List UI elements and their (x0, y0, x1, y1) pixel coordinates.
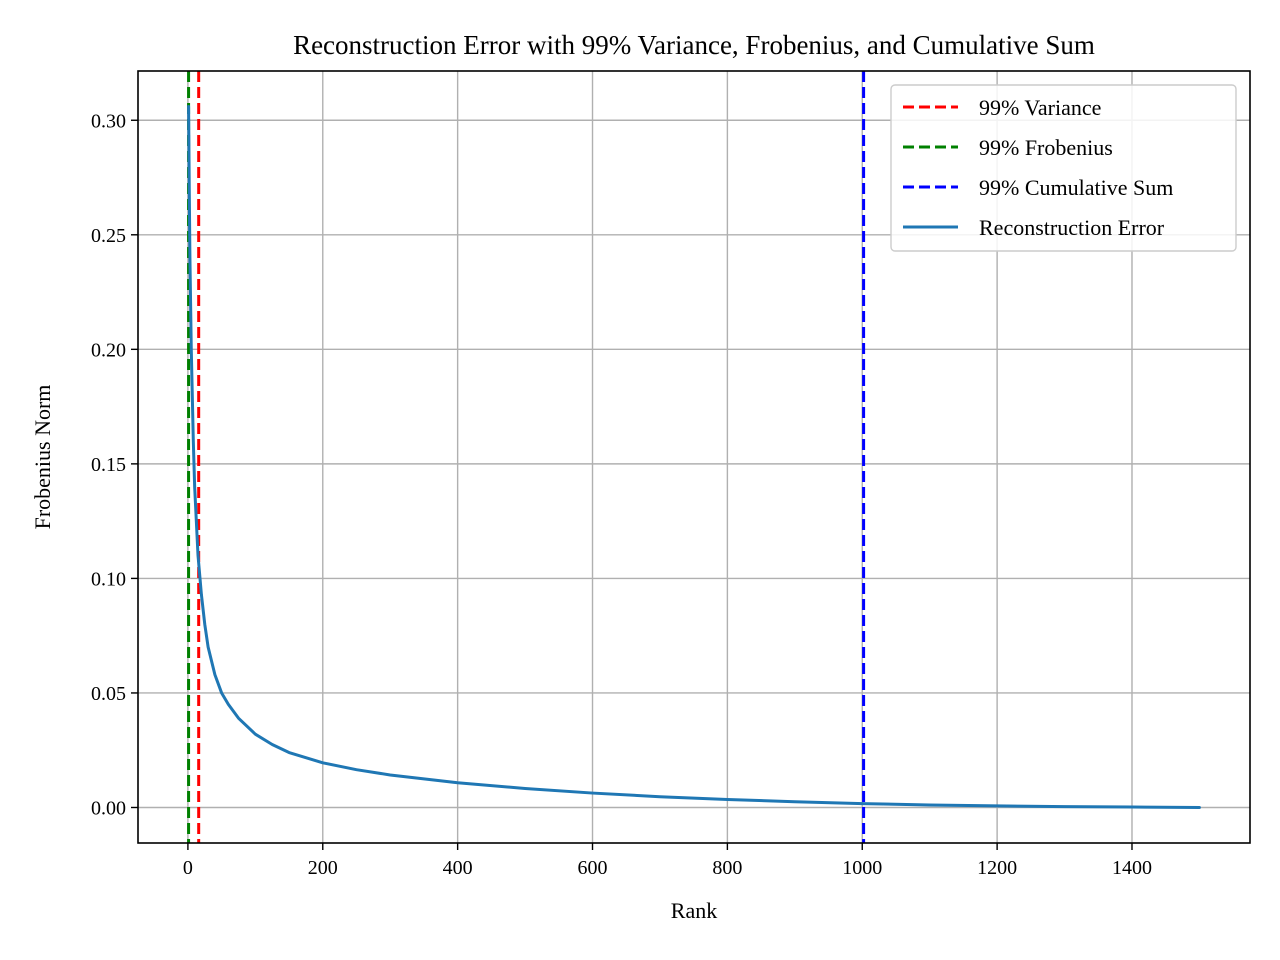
x-tick-label: 1000 (842, 857, 882, 879)
y-tick-label: 0.05 (91, 683, 126, 705)
y-tick-label: 0.20 (91, 339, 126, 361)
x-tick-label: 200 (308, 857, 338, 879)
legend-label: Reconstruction Error (979, 215, 1165, 240)
x-tick-label: 1400 (1112, 857, 1152, 879)
axes-frame (137, 70, 1251, 844)
legend-label: 99% Variance (979, 95, 1101, 120)
y-tick-label: 0.00 (91, 797, 126, 819)
legend-label: 99% Cumulative Sum (979, 175, 1173, 200)
series-line-reconstruction-error (187, 105, 1201, 809)
x-tick-label: 1200 (977, 857, 1017, 879)
x-tick-label: 600 (578, 857, 608, 879)
y-axis-label: Frobenius Norm (30, 385, 55, 530)
x-tick-label: 400 (443, 857, 473, 879)
y-tick-label: 0.15 (91, 454, 126, 476)
x-tick-label: 0 (183, 857, 193, 879)
y-tick-label: 0.10 (91, 568, 126, 590)
y-tick-label: 0.25 (91, 225, 126, 247)
legend-label: 99% Frobenius (979, 135, 1113, 160)
chart-title: Reconstruction Error with 99% Variance, … (293, 30, 1095, 60)
ticks: 0 200 400 600 800 1000 1200 1400 0.00 0.05 0.10 0.1… (91, 110, 1152, 879)
x-tick-label: 800 (712, 857, 742, 879)
legend-box (890, 84, 1237, 252)
x-axis-label: Rank (671, 898, 717, 923)
plot-area (187, 71, 1201, 843)
y-tick-label: 0.30 (91, 110, 126, 132)
legend: 99% Variance 99% Frobenius 99% Cumulative … (890, 84, 1237, 252)
